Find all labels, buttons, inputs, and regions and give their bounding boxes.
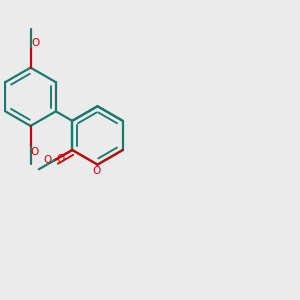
Text: O: O xyxy=(31,147,39,157)
Text: O: O xyxy=(44,155,52,166)
Text: O: O xyxy=(32,38,40,48)
Text: O: O xyxy=(92,166,100,176)
Text: O: O xyxy=(56,154,64,164)
